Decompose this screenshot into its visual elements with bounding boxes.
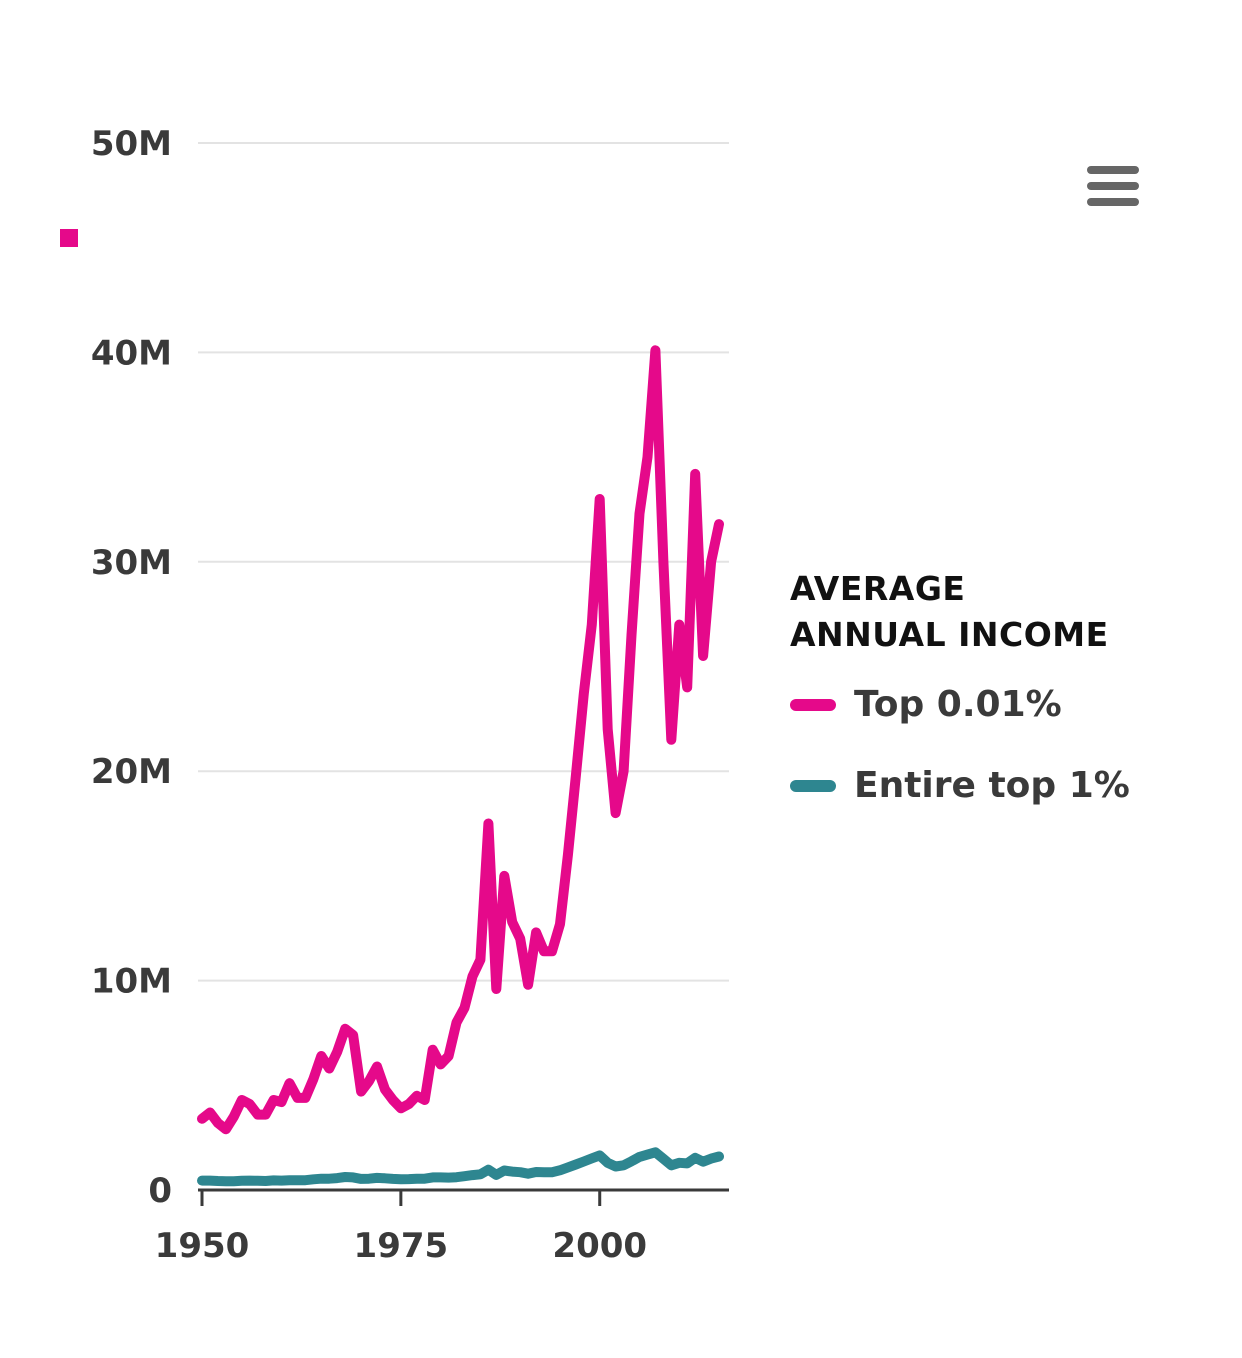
series-line-top-001: [197, 345, 724, 1135]
pink-square-marker-icon: [60, 229, 78, 247]
legend-label-top-001: Top 0.01%: [854, 684, 1062, 725]
menu-bar-top: [1087, 166, 1139, 174]
x-axis-tick-labels: 1950 1975 2000: [155, 1190, 647, 1266]
menu-bar-middle: [1087, 182, 1139, 190]
y-tick-label-3: 30M: [91, 543, 172, 583]
y-tick-label-4: 40M: [91, 333, 172, 373]
x-tick-label-0: 1950: [155, 1226, 250, 1266]
legend-item-top-1[interactable]: Entire top 1%: [790, 765, 1210, 806]
hamburger-menu-icon[interactable]: [1087, 166, 1139, 206]
x-tick-label-2: 2000: [552, 1226, 647, 1266]
series-line-top-1: [197, 1147, 724, 1187]
legend-title: AVERAGE ANNUAL INCOME: [790, 566, 1210, 658]
legend-item-top-001[interactable]: Top 0.01%: [790, 684, 1210, 725]
series-lines: [197, 345, 724, 1187]
y-tick-label-1: 10M: [91, 962, 172, 1002]
legend-label-top-1: Entire top 1%: [854, 765, 1130, 806]
y-tick-label-2: 20M: [91, 752, 172, 792]
legend-swatch-top-1: [790, 779, 836, 792]
x-tick-label-1: 1975: [354, 1226, 449, 1266]
legend: AVERAGE ANNUAL INCOME Top 0.01% Entire t…: [790, 566, 1210, 806]
gridlines: [198, 142, 729, 982]
legend-title-line2: ANNUAL INCOME: [790, 615, 1109, 654]
legend-title-line1: AVERAGE: [790, 569, 966, 608]
y-tick-label-0: 0: [148, 1171, 172, 1211]
y-axis-tick-labels: 0 10M 20M 30M 40M 50M: [91, 124, 172, 1211]
menu-bar-bottom: [1087, 198, 1139, 206]
y-tick-label-5: 50M: [91, 124, 172, 164]
legend-swatch-top-001: [790, 698, 836, 711]
